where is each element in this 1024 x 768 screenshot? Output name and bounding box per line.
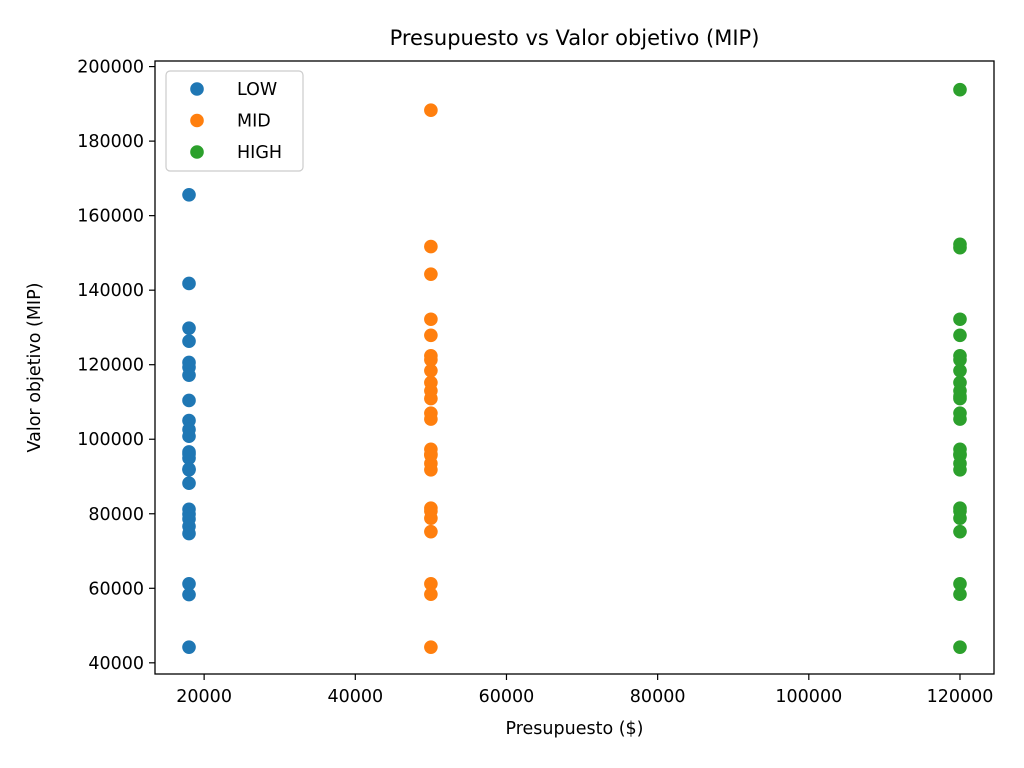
data-point xyxy=(424,577,438,591)
data-point xyxy=(182,577,196,591)
plot-frame xyxy=(154,60,995,675)
x-tick-label: 60000 xyxy=(479,687,535,707)
legend-marker xyxy=(190,82,204,96)
data-point xyxy=(953,511,967,526)
data-point xyxy=(953,640,967,654)
data-point xyxy=(424,462,438,477)
y-tick-label: 40000 xyxy=(88,654,144,674)
data-point xyxy=(182,187,196,202)
data-point xyxy=(424,391,438,406)
data-point xyxy=(182,276,196,291)
x-tick-label: 80000 xyxy=(630,687,686,707)
data-point xyxy=(953,577,967,591)
data-point xyxy=(182,640,196,654)
y-tick-label: 140000 xyxy=(77,281,144,301)
data-point xyxy=(953,524,967,539)
y-tick-label: 100000 xyxy=(77,430,144,450)
series-high xyxy=(953,82,967,654)
data-point xyxy=(182,334,196,349)
x-tick-label: 40000 xyxy=(327,687,383,707)
chart-title: Presupuesto vs Valor objetivo (MIP) xyxy=(390,26,760,50)
data-point xyxy=(953,462,967,477)
legend: LOW MID HIGH xyxy=(165,70,304,172)
y-tick-label: 180000 xyxy=(77,132,144,152)
data-point xyxy=(182,587,196,602)
data-point xyxy=(424,524,438,539)
x-axis: 20000 40000 60000 80000 100000 120000 xyxy=(176,674,993,707)
data-point xyxy=(182,526,196,541)
data-point xyxy=(953,447,967,461)
x-tick-label: 120000 xyxy=(927,687,994,707)
series-mid xyxy=(424,103,438,654)
legend-label: HIGH xyxy=(237,143,282,163)
data-point xyxy=(953,312,967,327)
series-low xyxy=(182,187,196,654)
data-point xyxy=(424,447,438,461)
data-point xyxy=(424,267,438,281)
x-axis-label: Presupuesto ($) xyxy=(505,719,643,739)
data-point xyxy=(424,587,438,602)
data-point xyxy=(182,447,196,461)
data-point xyxy=(953,389,967,404)
data-point xyxy=(953,363,967,378)
data-point xyxy=(182,321,196,335)
data-point xyxy=(953,412,967,426)
legend-item-mid: MID xyxy=(190,112,271,132)
plot-area xyxy=(154,60,995,675)
data-point xyxy=(182,393,196,408)
y-tick-label: 160000 xyxy=(77,207,144,227)
data-point xyxy=(953,353,967,367)
data-point xyxy=(182,429,196,444)
data-point xyxy=(424,312,438,327)
data-point xyxy=(953,82,967,97)
y-tick-label: 60000 xyxy=(88,579,144,599)
data-point xyxy=(182,476,196,491)
data-point xyxy=(953,328,967,343)
data-point xyxy=(424,328,438,343)
y-tick-label: 200000 xyxy=(77,58,144,78)
legend-marker xyxy=(190,113,204,128)
data-point xyxy=(953,240,967,255)
data-point xyxy=(424,239,438,254)
data-point xyxy=(424,103,438,117)
legend-box xyxy=(165,70,304,172)
legend-item-high: HIGH xyxy=(190,143,282,163)
y-tick-label: 80000 xyxy=(88,505,144,525)
legend-item-low: LOW xyxy=(190,80,277,100)
legend-label: MID xyxy=(237,112,271,132)
data-point xyxy=(424,511,438,526)
data-point xyxy=(424,412,438,426)
data-point xyxy=(182,462,196,476)
data-point xyxy=(424,640,438,654)
y-axis-label: Valor objetivo (MIP) xyxy=(25,283,45,453)
x-tick-label: 20000 xyxy=(176,687,232,707)
data-point xyxy=(424,353,438,367)
data-point xyxy=(182,368,196,382)
data-point xyxy=(953,587,967,602)
x-tick-label: 100000 xyxy=(775,687,842,707)
y-tick-label: 120000 xyxy=(77,356,144,376)
legend-label: LOW xyxy=(237,80,277,100)
y-axis: 40000 60000 80000 100000 120000 140000 160000 1… xyxy=(77,58,155,674)
data-point xyxy=(424,363,438,378)
legend-marker xyxy=(190,145,204,159)
